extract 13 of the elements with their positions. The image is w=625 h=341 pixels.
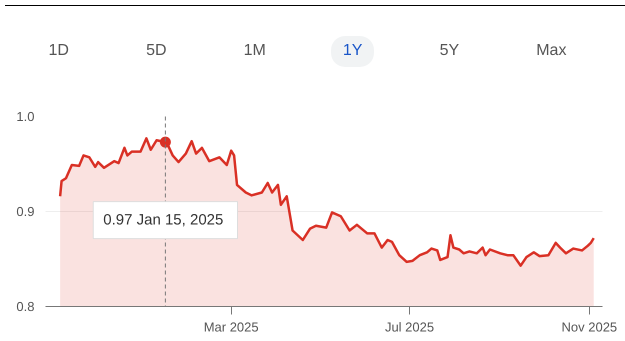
x-tick-label: Mar 2025 xyxy=(204,320,259,334)
text: 1M xyxy=(242,41,267,61)
y-tick-label: 0.8 xyxy=(16,299,35,314)
text: 5Y xyxy=(438,41,460,61)
text: 5D xyxy=(145,41,168,61)
x-tick-label: Jul 2025 xyxy=(384,320,434,334)
x-tick-label: Nov 2025 xyxy=(562,320,618,334)
text: 1Y xyxy=(330,36,374,67)
y-tick-label: 1.0 xyxy=(16,109,35,124)
text: Max xyxy=(535,41,568,61)
y-tick-label: 0.9 xyxy=(16,204,35,219)
text: 1D xyxy=(48,41,70,61)
annotation: 0.97 Jan 15, 2025 xyxy=(103,212,224,229)
